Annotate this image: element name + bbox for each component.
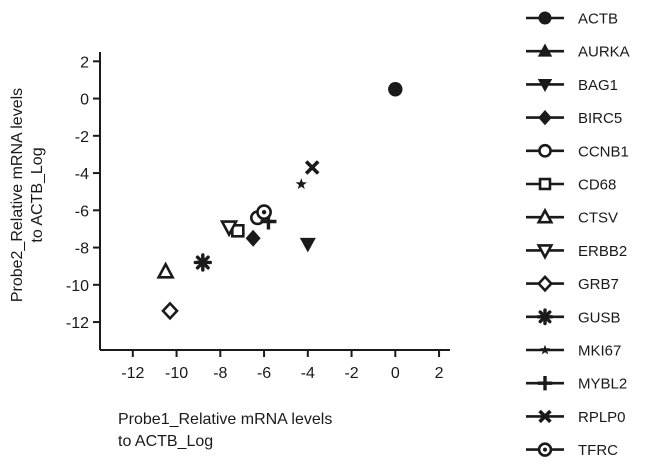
x-tick-label: -4 — [301, 365, 315, 382]
legend-label: MYBL2 — [578, 376, 627, 393]
y-tick-label: -8 — [75, 241, 89, 258]
x-tick-label: -8 — [213, 365, 227, 382]
x-tick-label: -12 — [121, 365, 144, 382]
legend-label: CTSV — [578, 210, 618, 227]
y-axis-title-line-1: Probe2_Relative mRNA levels — [9, 88, 26, 302]
axes: -12 -10 -8 -6 -4 -2 0 2 -12 -10 -8 -6 -4 -2 0 2 — [66, 52, 450, 382]
legend-label: ERBB2 — [578, 243, 627, 260]
legend-item-grb7: GRB7 — [526, 274, 619, 293]
legend-label: RPLP0 — [578, 409, 626, 426]
y-tick-label: -12 — [66, 315, 89, 332]
y-tick-label: 2 — [80, 54, 89, 71]
legend-marker-bag1 — [537, 79, 553, 93]
legend-label: BAG1 — [578, 77, 618, 94]
legend-marker-gusb — [536, 308, 554, 326]
x-tick-label: 0 — [391, 365, 400, 382]
legend-marker-actb — [538, 11, 552, 25]
legend-item-erbb2: ERBB2 — [526, 243, 627, 260]
y-axis-title-line-2: to ACTB_Log — [29, 147, 46, 242]
legend-label: MKI67 — [578, 343, 621, 360]
legend: ACTB AURKA BAG1 BIRC5 CCNB1 CD68 CTSV ERBB2 GRB7… — [526, 11, 630, 459]
point-mki67 — [295, 178, 307, 190]
point-gusb — [193, 253, 213, 272]
legend-item-mybl2: MYBL2 — [526, 376, 627, 393]
legend-marker-tfrc — [537, 442, 553, 457]
point-birc5 — [245, 229, 261, 247]
legend-marker-erbb2 — [536, 244, 554, 260]
legend-marker-aurka — [537, 43, 553, 57]
x-tick-label: -2 — [344, 365, 358, 382]
legend-marker-grb7 — [536, 274, 554, 293]
legend-label: CD68 — [578, 177, 616, 194]
legend-item-mki67: MKI67 — [526, 343, 621, 360]
point-ctsv — [156, 261, 175, 279]
y-tick-label: -2 — [75, 129, 89, 146]
x-axis-title: Probe1_Relative mRNA levels to ACTB_Log — [118, 411, 332, 450]
legend-marker-cd68 — [538, 177, 552, 191]
point-bag1 — [299, 237, 316, 253]
x-axis-title-line-1: Probe1_Relative mRNA levels — [118, 411, 332, 428]
point-rplp0 — [304, 160, 320, 175]
legend-item-bag1: BAG1 — [526, 77, 618, 94]
data-points — [156, 82, 403, 321]
x-tick-label: -6 — [257, 365, 271, 382]
legend-item-birc5: BIRC5 — [526, 109, 622, 127]
point-actb — [388, 82, 403, 97]
legend-item-rplp0: RPLP0 — [526, 409, 626, 426]
legend-label: GRB7 — [578, 276, 619, 293]
legend-item-actb: ACTB — [526, 11, 618, 28]
legend-marker-ccnb1 — [538, 143, 552, 158]
legend-marker-birc5 — [538, 109, 552, 126]
point-erbb2 — [219, 220, 239, 238]
legend-marker-mybl2 — [537, 376, 553, 391]
legend-label: AURKA — [578, 44, 630, 61]
legend-marker-ctsv — [536, 207, 554, 224]
y-axis-title: Probe2_Relative mRNA levels to ACTB_Log — [9, 88, 46, 302]
legend-marker-rplp0 — [538, 409, 552, 424]
legend-marker-mki67 — [539, 344, 551, 355]
legend-label: CCNB1 — [578, 143, 629, 160]
y-tick-label: 0 — [80, 92, 89, 109]
point-grb7 — [161, 301, 179, 321]
x-tick-label: -10 — [165, 365, 188, 382]
legend-item-ccnb1: CCNB1 — [526, 143, 629, 160]
point-tfrc — [256, 204, 272, 221]
legend-item-gusb: GUSB — [526, 308, 621, 326]
legend-label: TFRC — [578, 442, 618, 459]
legend-label: GUSB — [578, 309, 621, 326]
y-tick-label: -6 — [75, 203, 89, 220]
legend-item-cd68: CD68 — [526, 177, 616, 194]
legend-label: BIRC5 — [578, 110, 622, 127]
x-tick-label: 2 — [435, 365, 444, 382]
legend-item-ctsv: CTSV — [526, 207, 618, 227]
legend-item-aurka: AURKA — [526, 43, 630, 61]
x-axis-title-line-2: to ACTB_Log — [118, 433, 213, 450]
y-tick-label: -10 — [66, 278, 89, 295]
y-tick-label: -4 — [75, 166, 89, 183]
legend-item-tfrc: TFRC — [526, 442, 618, 459]
legend-label: ACTB — [578, 11, 618, 28]
